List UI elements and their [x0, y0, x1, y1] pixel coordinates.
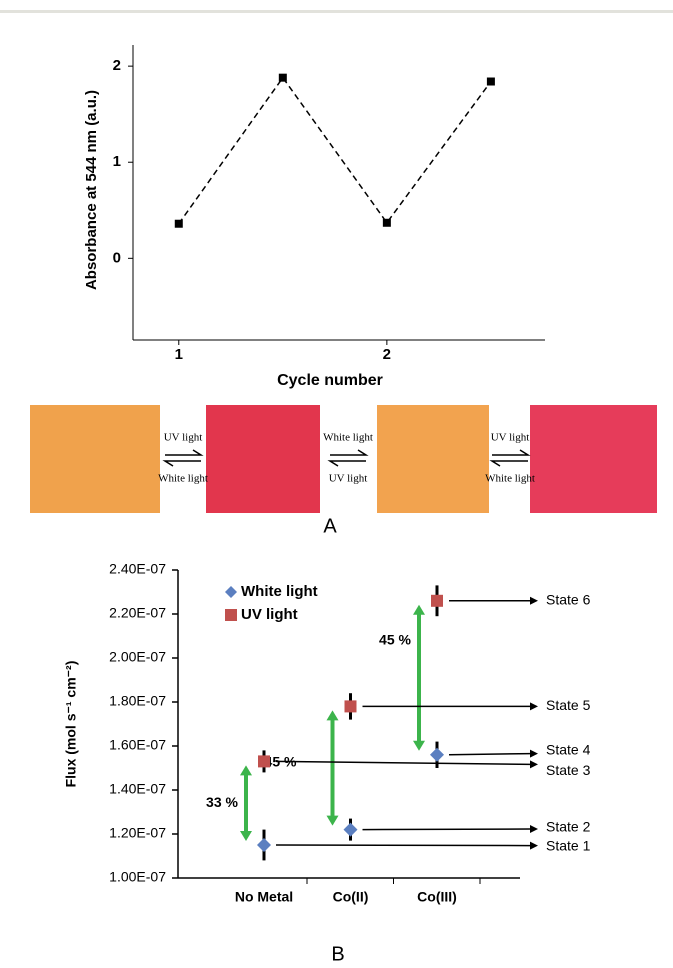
change-arrow-head — [240, 765, 252, 776]
legend-swatch — [225, 609, 237, 621]
data-point — [343, 822, 358, 837]
data-point — [430, 747, 444, 762]
state-label: State 3 — [546, 762, 591, 778]
transition-label: UV light — [329, 473, 368, 485]
y-tick-label: 1.80E-07 — [109, 693, 166, 709]
transition-label: White light — [158, 473, 208, 485]
legend-label: White light — [241, 583, 318, 600]
y-tick-label: 2 — [113, 57, 121, 74]
x-tick-label: 1 — [175, 346, 183, 363]
equilibrium-arrow — [492, 449, 531, 456]
x-tick-label: 2 — [383, 346, 391, 363]
state-arrow-head — [530, 749, 538, 758]
photo-red — [530, 405, 657, 513]
change-arrow-head — [413, 740, 425, 751]
x-tick-label: Co(II) — [333, 889, 369, 905]
y-tick-label: 2.40E-07 — [109, 561, 166, 577]
transition-label: UV light — [164, 432, 203, 444]
y-axis-title: Absorbance at 544 nm (a.u.) — [83, 90, 100, 290]
y-tick-label: 1 — [113, 153, 121, 170]
legend-swatch — [225, 586, 237, 598]
data-point — [257, 838, 271, 852]
state-label: State 5 — [546, 697, 591, 713]
transition-label: White light — [323, 432, 373, 444]
state-label: State 6 — [546, 592, 591, 608]
percent-label: 45 % — [379, 632, 411, 648]
transition-label: White light — [485, 473, 535, 485]
data-point — [174, 219, 183, 228]
equilibrium-arrow — [165, 449, 204, 456]
data-point — [486, 77, 495, 86]
change-arrow-head — [326, 815, 339, 826]
panel-label: B — [331, 943, 344, 965]
state-arrow — [362, 828, 531, 831]
y-tick-label: 1.60E-07 — [109, 737, 166, 753]
y-axis-title: Flux (mol s⁻¹ cm⁻²) — [63, 661, 79, 788]
data-point — [382, 218, 391, 227]
y-tick-label: 2.00E-07 — [109, 649, 166, 665]
state-label: State 4 — [546, 742, 591, 758]
data-point — [431, 594, 443, 607]
panel-label: A — [323, 515, 337, 537]
data-point — [258, 755, 270, 768]
change-arrow-head — [240, 831, 252, 841]
change-arrow-head — [326, 710, 339, 721]
percent-label: 33 % — [206, 794, 238, 810]
y-tick-label: 1.00E-07 — [109, 869, 166, 885]
legend-label: UV light — [241, 606, 298, 623]
photo-orange — [377, 405, 489, 513]
y-tick-label: 1.40E-07 — [109, 781, 166, 797]
photo-orange — [30, 405, 160, 513]
y-tick-label: 0 — [113, 249, 121, 266]
state-arrow-head — [530, 702, 538, 711]
photo-red — [206, 405, 320, 513]
change-arrow-head — [413, 604, 425, 615]
state-label: State 2 — [546, 818, 591, 834]
transition-label: UV light — [491, 432, 530, 444]
state-arrow-head — [530, 596, 538, 605]
state-arrow — [448, 752, 531, 756]
y-tick-label: 1.20E-07 — [109, 825, 166, 841]
x-tick-label: No Metal — [235, 889, 293, 905]
y-tick-label: 2.20E-07 — [109, 605, 166, 621]
x-axis-title: Cycle number — [277, 372, 383, 389]
state-label: State 1 — [546, 838, 591, 854]
state-arrow-head — [530, 825, 538, 833]
data-point — [278, 73, 287, 82]
data-line — [178, 76, 492, 225]
data-point — [344, 700, 357, 713]
x-tick-label: Co(III) — [417, 889, 457, 905]
state-arrow — [275, 760, 531, 766]
equilibrium-arrow — [330, 449, 369, 456]
state-arrow — [275, 844, 531, 847]
state-arrow-head — [530, 841, 538, 850]
state-arrow-head — [530, 760, 538, 769]
equilibrium-arrow — [162, 460, 201, 467]
equilibrium-arrow — [489, 460, 528, 467]
equilibrium-arrow — [327, 460, 366, 467]
top-rule — [0, 10, 673, 13]
